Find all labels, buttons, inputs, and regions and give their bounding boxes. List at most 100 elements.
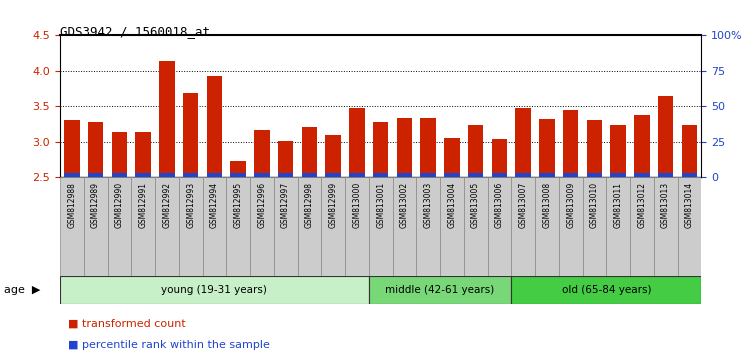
Text: GSM813013: GSM813013 xyxy=(662,182,670,228)
Bar xyxy=(610,125,626,177)
Bar xyxy=(254,173,269,177)
Bar xyxy=(136,132,151,177)
Bar xyxy=(512,177,535,276)
Bar xyxy=(88,122,104,177)
Bar xyxy=(345,177,369,276)
Bar xyxy=(326,173,340,177)
Bar xyxy=(60,177,84,276)
Text: GSM812991: GSM812991 xyxy=(139,182,148,228)
Bar xyxy=(515,108,531,177)
Text: GSM813001: GSM813001 xyxy=(376,182,386,228)
Bar xyxy=(658,96,674,177)
Bar xyxy=(421,173,436,177)
Text: GSM813003: GSM813003 xyxy=(424,182,433,228)
Bar xyxy=(658,173,674,177)
Bar xyxy=(535,177,559,276)
Text: GSM812994: GSM812994 xyxy=(210,182,219,228)
Bar xyxy=(369,177,392,276)
Bar xyxy=(250,177,274,276)
Text: ■ transformed count: ■ transformed count xyxy=(68,319,185,329)
Bar xyxy=(464,177,488,276)
Bar xyxy=(444,138,460,177)
Text: GSM813004: GSM813004 xyxy=(447,182,456,228)
FancyBboxPatch shape xyxy=(512,276,701,304)
Text: GSM813011: GSM813011 xyxy=(614,182,622,228)
Text: GSM813002: GSM813002 xyxy=(400,182,409,228)
Bar xyxy=(112,132,127,177)
Bar xyxy=(682,173,697,177)
Text: GSM813000: GSM813000 xyxy=(352,182,362,228)
Bar xyxy=(112,173,127,177)
Bar xyxy=(563,173,578,177)
Text: middle (42-61 years): middle (42-61 years) xyxy=(386,285,495,295)
Bar xyxy=(321,177,345,276)
Bar xyxy=(677,177,701,276)
Text: GSM812995: GSM812995 xyxy=(234,182,243,228)
Text: GSM813012: GSM813012 xyxy=(638,182,646,228)
Text: GSM812992: GSM812992 xyxy=(162,182,171,228)
Bar xyxy=(298,177,321,276)
Bar xyxy=(539,119,554,177)
Text: GSM812989: GSM812989 xyxy=(92,182,100,228)
Bar xyxy=(84,177,107,276)
Bar xyxy=(226,177,250,276)
Text: ■ percentile rank within the sample: ■ percentile rank within the sample xyxy=(68,340,269,350)
Bar xyxy=(634,173,650,177)
Text: GSM813010: GSM813010 xyxy=(590,182,598,228)
FancyBboxPatch shape xyxy=(369,276,512,304)
Bar xyxy=(278,141,293,177)
Bar xyxy=(515,173,531,177)
Bar xyxy=(634,115,650,177)
Bar xyxy=(302,173,317,177)
Bar xyxy=(397,173,412,177)
Bar xyxy=(563,110,578,177)
Bar xyxy=(444,173,460,177)
Bar xyxy=(274,177,298,276)
Bar xyxy=(373,122,388,177)
Bar xyxy=(202,177,226,276)
Text: age  ▶: age ▶ xyxy=(4,285,40,295)
Bar xyxy=(416,177,440,276)
Bar xyxy=(682,125,697,177)
Bar xyxy=(492,173,507,177)
Bar xyxy=(350,173,364,177)
Text: GSM813007: GSM813007 xyxy=(519,182,528,228)
Bar xyxy=(178,177,203,276)
Text: GSM812998: GSM812998 xyxy=(304,182,313,228)
Text: old (65-84 years): old (65-84 years) xyxy=(562,285,651,295)
Bar xyxy=(155,177,178,276)
Bar xyxy=(136,173,151,177)
Text: GSM813008: GSM813008 xyxy=(542,182,551,228)
Bar xyxy=(64,120,80,177)
Bar xyxy=(183,93,198,177)
FancyBboxPatch shape xyxy=(60,276,369,304)
Text: GSM813009: GSM813009 xyxy=(566,182,575,228)
Text: GDS3942 / 1560018_at: GDS3942 / 1560018_at xyxy=(60,25,210,38)
Bar xyxy=(159,61,175,177)
Bar xyxy=(440,177,464,276)
Bar xyxy=(606,177,630,276)
Bar xyxy=(586,120,602,177)
Bar xyxy=(468,173,483,177)
Bar xyxy=(492,139,507,177)
Bar xyxy=(131,177,155,276)
Bar xyxy=(230,173,246,177)
Bar xyxy=(630,177,654,276)
Text: young (19-31 years): young (19-31 years) xyxy=(161,285,267,295)
Text: GSM812999: GSM812999 xyxy=(328,182,338,228)
Bar xyxy=(654,177,677,276)
Bar xyxy=(278,173,293,177)
Bar xyxy=(468,125,483,177)
Bar xyxy=(350,108,364,177)
Bar xyxy=(254,130,269,177)
Bar xyxy=(586,173,602,177)
Text: GSM812997: GSM812997 xyxy=(281,182,290,228)
Bar xyxy=(107,177,131,276)
Bar xyxy=(392,177,416,276)
Bar xyxy=(207,76,222,177)
Bar xyxy=(373,173,388,177)
Bar xyxy=(610,173,626,177)
Bar xyxy=(230,161,246,177)
Bar xyxy=(183,173,198,177)
Text: GSM813005: GSM813005 xyxy=(471,182,480,228)
